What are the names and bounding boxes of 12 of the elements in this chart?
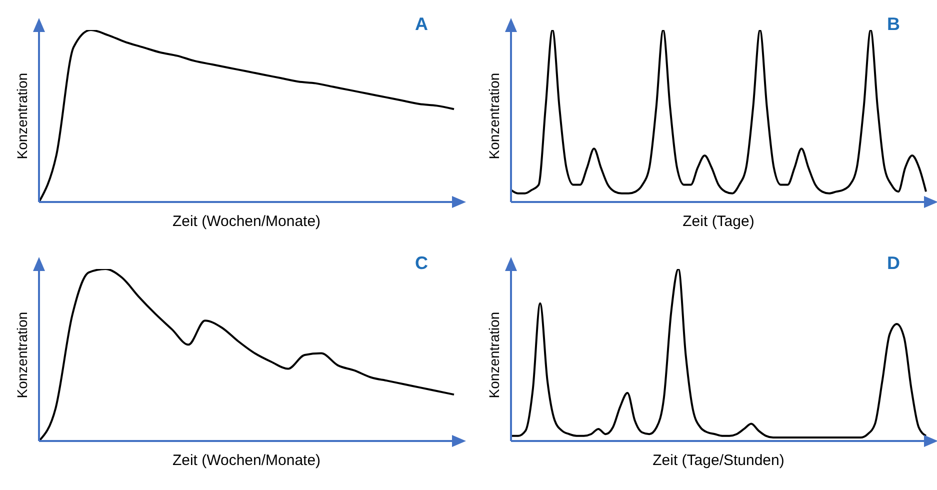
- y-axis-title: Konzentration: [14, 312, 30, 398]
- x-axis-title: Zeit (Wochen/Monate): [171, 452, 322, 469]
- chart-title: D: [887, 253, 900, 274]
- chart-title: C: [415, 253, 428, 274]
- y-axis-title: Konzentration: [14, 72, 30, 160]
- x-axis-title: Zeit (Tage): [682, 213, 756, 230]
- chart-title: A: [415, 14, 428, 35]
- x-axis-title: Zeit (Wochen/Monate): [171, 213, 322, 230]
- y-axis-title: Konzentration: [486, 312, 502, 398]
- y-axis-title: Konzentration: [486, 72, 502, 160]
- x-axis-title: Zeit (Tage/Stunden): [652, 452, 786, 469]
- chart-title: B: [887, 14, 900, 35]
